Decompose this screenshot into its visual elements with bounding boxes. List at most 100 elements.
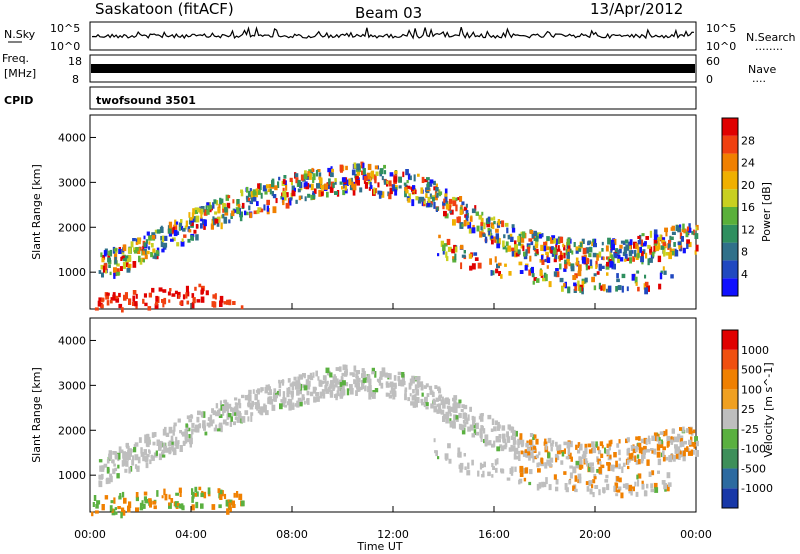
velocity-point [185,423,188,428]
velocity-point [444,398,449,405]
velocity-point [430,403,434,409]
power-point [507,234,511,240]
power-point [653,229,658,235]
velocity-point [357,377,361,383]
velocity-point [598,461,602,465]
velocity-point [457,447,461,454]
velocity-point [445,411,450,419]
velocity-point [608,445,611,451]
velocity-point [361,368,365,373]
velocity-point [345,364,348,370]
power-point [226,299,230,305]
velocity-point [635,491,639,497]
power-point [637,286,640,292]
velocity-point [184,438,188,444]
velocity-point [101,504,105,511]
power-point [474,205,477,211]
power-point [100,252,103,258]
power-point [465,203,468,208]
velocity-point [352,372,355,377]
power-point [269,184,273,189]
power-point [132,238,136,242]
power-point [681,228,684,233]
velocity-point [261,408,265,413]
x-tick-label: 12:00 [377,528,409,541]
velocity-point [658,437,661,441]
power-point [158,287,163,292]
power-point [170,227,174,235]
power-point [217,206,221,214]
velocity-point [452,403,457,410]
velocity-point [462,419,466,424]
power-point [461,201,465,206]
power-point [490,270,493,276]
velocity-point [682,450,686,457]
velocity-point [532,455,535,463]
velocity-point [130,466,133,472]
power-point [496,243,501,249]
power-point [289,199,292,206]
power-point [124,292,128,300]
velocity-point [372,390,376,395]
power-point [616,273,619,279]
power-point [373,174,377,181]
velocity-point [688,427,693,435]
power-point [612,238,617,246]
power-point [122,262,126,269]
velocity-point [254,405,259,410]
velocity-point [172,429,175,436]
power-point [442,201,446,206]
velocity-point [613,452,617,458]
velocity-point [631,486,635,492]
velocity-point [204,431,208,436]
power-point [200,213,203,219]
power-point [330,181,335,189]
power-point [339,164,344,172]
power-point [557,238,561,244]
power-point [601,265,605,269]
power-point [619,257,624,262]
power-point [609,259,612,263]
power-point [426,181,431,188]
power-point [200,217,203,222]
power-point [215,200,219,206]
power-point [645,252,648,259]
velocity-point [563,441,567,446]
velocity-point [411,375,415,383]
velocity-point [197,410,201,416]
power-point [146,250,150,255]
velocity-colorbar-tick: -500 [741,462,766,475]
velocity-point [528,481,532,486]
velocity-point [275,394,278,398]
power-point [190,235,194,241]
power-point [332,182,335,188]
power-point [204,219,207,227]
velocity-scatter [91,364,699,519]
power-point [256,201,259,206]
power-point [409,186,413,190]
velocity-point [453,414,457,421]
velocity-point [605,449,609,454]
velocity-point [538,451,541,456]
power-point [686,239,690,244]
velocity-point [223,399,228,404]
velocity-point [355,374,358,379]
power-point [173,229,178,237]
power-point [454,246,458,253]
power-point [498,262,502,266]
velocity-point [300,375,303,380]
velocity-point [543,441,548,446]
power-point [231,210,235,217]
power-point [421,176,425,183]
velocity-point [407,397,411,402]
power-point [680,236,684,242]
velocity-point [618,457,621,461]
velocity-point [579,443,583,451]
power-point [315,169,319,177]
velocity-point [684,447,688,452]
power-point [444,195,448,203]
power-point [508,271,512,276]
power-point [518,233,522,241]
velocity-point [144,434,148,441]
